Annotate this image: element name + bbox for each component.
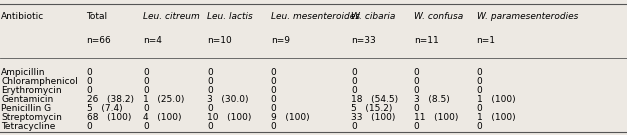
- Text: 11   (100): 11 (100): [414, 113, 458, 122]
- Text: 0: 0: [414, 104, 419, 113]
- Text: Ampicillin: Ampicillin: [1, 68, 46, 77]
- Text: 9   (100): 9 (100): [271, 113, 310, 122]
- Text: 0: 0: [87, 122, 92, 131]
- Text: 0: 0: [207, 104, 213, 113]
- Text: Penicillin G: Penicillin G: [1, 104, 51, 113]
- Text: 0: 0: [414, 68, 419, 77]
- Text: 0: 0: [414, 86, 419, 95]
- Text: 0: 0: [414, 122, 419, 131]
- Text: 3   (30.0): 3 (30.0): [207, 95, 248, 104]
- Text: 0: 0: [271, 104, 277, 113]
- Text: W. confusa: W. confusa: [414, 12, 463, 21]
- Text: 1   (100): 1 (100): [477, 95, 515, 104]
- Text: n=66: n=66: [87, 36, 111, 45]
- Text: 10   (100): 10 (100): [207, 113, 251, 122]
- Text: 0: 0: [87, 77, 92, 86]
- Text: 0: 0: [143, 77, 149, 86]
- Text: 0: 0: [271, 68, 277, 77]
- Text: W. paramesenterodies: W. paramesenterodies: [477, 12, 578, 21]
- Text: n=1: n=1: [477, 36, 495, 45]
- Text: Chloramphenicol: Chloramphenicol: [1, 77, 78, 86]
- Text: 5   (7.4): 5 (7.4): [87, 104, 122, 113]
- Text: Erythromycin: Erythromycin: [1, 86, 62, 95]
- Text: Tetracycline: Tetracycline: [1, 122, 56, 131]
- Text: 68   (100): 68 (100): [87, 113, 131, 122]
- Text: 3   (8.5): 3 (8.5): [414, 95, 450, 104]
- Text: 0: 0: [477, 77, 482, 86]
- Text: 0: 0: [477, 104, 482, 113]
- Text: 5   (15.2): 5 (15.2): [351, 104, 393, 113]
- Text: 0: 0: [143, 68, 149, 77]
- Text: 1   (100): 1 (100): [477, 113, 515, 122]
- Text: 0: 0: [414, 77, 419, 86]
- Text: 0: 0: [143, 86, 149, 95]
- Text: 0: 0: [351, 68, 357, 77]
- Text: 18   (54.5): 18 (54.5): [351, 95, 398, 104]
- Text: Leu. mesenteroides: Leu. mesenteroides: [271, 12, 360, 21]
- Text: 0: 0: [351, 122, 357, 131]
- Text: 0: 0: [271, 95, 277, 104]
- Text: n=9: n=9: [271, 36, 290, 45]
- Text: 0: 0: [351, 77, 357, 86]
- Text: 0: 0: [143, 122, 149, 131]
- Text: Streptomycin: Streptomycin: [1, 113, 62, 122]
- Text: 0: 0: [207, 122, 213, 131]
- Text: 0: 0: [271, 86, 277, 95]
- Text: n=10: n=10: [207, 36, 231, 45]
- Text: 0: 0: [207, 86, 213, 95]
- Text: Gentamicin: Gentamicin: [1, 95, 53, 104]
- Text: 0: 0: [271, 122, 277, 131]
- Text: 0: 0: [87, 68, 92, 77]
- Text: 26   (38.2): 26 (38.2): [87, 95, 134, 104]
- Text: 0: 0: [477, 68, 482, 77]
- Text: 0: 0: [207, 77, 213, 86]
- Text: Total: Total: [87, 12, 108, 21]
- Text: 4   (100): 4 (100): [143, 113, 181, 122]
- Text: Leu. citreum: Leu. citreum: [143, 12, 200, 21]
- Text: 0: 0: [477, 122, 482, 131]
- Text: W. cibaria: W. cibaria: [351, 12, 396, 21]
- Text: 0: 0: [87, 86, 92, 95]
- Text: n=11: n=11: [414, 36, 438, 45]
- Text: 33   (100): 33 (100): [351, 113, 396, 122]
- Text: Leu. lactis: Leu. lactis: [207, 12, 253, 21]
- Text: 0: 0: [271, 77, 277, 86]
- Text: Antibiotic: Antibiotic: [1, 12, 45, 21]
- Text: n=4: n=4: [143, 36, 162, 45]
- Text: 1   (25.0): 1 (25.0): [143, 95, 184, 104]
- Text: 0: 0: [143, 104, 149, 113]
- Text: 0: 0: [351, 86, 357, 95]
- Text: 0: 0: [477, 86, 482, 95]
- Text: 0: 0: [207, 68, 213, 77]
- Text: n=33: n=33: [351, 36, 376, 45]
